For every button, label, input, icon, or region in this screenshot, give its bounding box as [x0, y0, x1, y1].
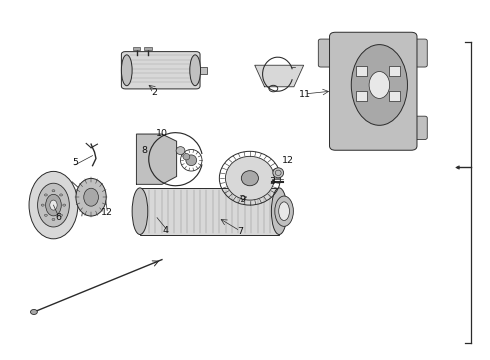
- Ellipse shape: [271, 188, 287, 234]
- Bar: [140, 188, 279, 234]
- Text: 4: 4: [163, 226, 169, 235]
- Text: 10: 10: [156, 129, 168, 138]
- FancyBboxPatch shape: [405, 39, 427, 67]
- Text: 6: 6: [55, 213, 61, 222]
- Ellipse shape: [50, 200, 57, 210]
- FancyBboxPatch shape: [122, 51, 200, 89]
- Ellipse shape: [60, 214, 63, 216]
- Ellipse shape: [279, 202, 290, 221]
- Bar: [356, 91, 367, 101]
- Ellipse shape: [76, 179, 106, 216]
- FancyBboxPatch shape: [405, 116, 427, 139]
- Ellipse shape: [29, 171, 78, 239]
- Bar: [195, 67, 207, 74]
- Ellipse shape: [275, 196, 294, 226]
- Ellipse shape: [186, 155, 196, 166]
- Bar: [389, 91, 400, 101]
- Text: 11: 11: [298, 90, 311, 99]
- Ellipse shape: [369, 72, 390, 98]
- Bar: [133, 46, 141, 50]
- Text: 12: 12: [282, 156, 294, 165]
- Text: 3: 3: [269, 177, 275, 186]
- Ellipse shape: [183, 153, 190, 160]
- Text: 2: 2: [151, 87, 158, 96]
- Text: 9: 9: [240, 195, 245, 204]
- Ellipse shape: [242, 171, 258, 186]
- Ellipse shape: [351, 45, 408, 125]
- Ellipse shape: [273, 168, 284, 178]
- Ellipse shape: [63, 204, 66, 206]
- Ellipse shape: [60, 194, 63, 196]
- Ellipse shape: [84, 188, 98, 206]
- Polygon shape: [137, 134, 176, 184]
- FancyBboxPatch shape: [330, 32, 417, 150]
- Ellipse shape: [45, 194, 48, 196]
- Ellipse shape: [176, 147, 185, 154]
- Ellipse shape: [41, 204, 44, 206]
- FancyBboxPatch shape: [318, 39, 342, 67]
- Ellipse shape: [225, 156, 274, 200]
- Polygon shape: [255, 65, 304, 87]
- Text: 5: 5: [72, 158, 78, 167]
- Text: 12: 12: [101, 208, 113, 217]
- Text: 8: 8: [142, 146, 148, 155]
- Ellipse shape: [45, 214, 48, 216]
- Ellipse shape: [52, 219, 55, 221]
- Ellipse shape: [122, 55, 132, 86]
- Ellipse shape: [52, 190, 55, 192]
- Bar: [145, 46, 152, 50]
- Ellipse shape: [30, 310, 37, 315]
- Bar: [356, 66, 367, 76]
- Ellipse shape: [190, 55, 200, 86]
- Bar: [389, 66, 400, 76]
- Ellipse shape: [38, 183, 70, 227]
- Text: 7: 7: [237, 228, 243, 237]
- Ellipse shape: [46, 194, 61, 216]
- Ellipse shape: [132, 188, 148, 234]
